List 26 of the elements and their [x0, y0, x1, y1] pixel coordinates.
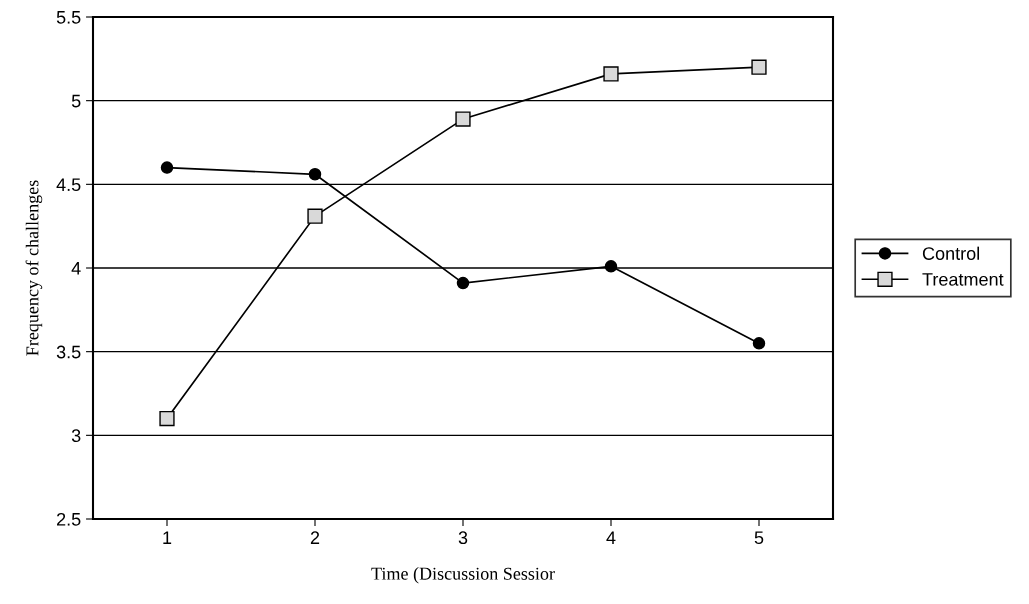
legend-label: Treatment: [922, 273, 1004, 286]
point: [308, 168, 322, 181]
y-tick-label: 2.5: [57, 512, 81, 526]
x-axis-title: Time (Discussion Sessior: [371, 567, 555, 584]
x-tick-label: 3: [458, 531, 468, 545]
y-tick-label: 4: [71, 262, 81, 275]
x-tick-label: 5: [754, 531, 764, 545]
y-axis-title: Frequency of challenges: [25, 180, 43, 356]
y-tick-label: 5.5: [56, 11, 81, 24]
point: [752, 337, 766, 350]
x-tick-label: 4: [606, 531, 616, 544]
point: [160, 161, 174, 174]
point: [456, 276, 470, 290]
point: [159, 410, 175, 427]
point: [455, 111, 471, 127]
legend-label: Control: [922, 246, 979, 260]
point: [604, 260, 618, 273]
point: [603, 66, 619, 82]
point: [307, 208, 323, 224]
y-tick-label: 5: [71, 94, 81, 108]
x-tick-label: 1: [163, 531, 172, 544]
y-tick-label: 4.5: [56, 178, 81, 192]
point: [751, 59, 767, 75]
y-tick-label: 3.5: [56, 345, 81, 359]
x-tick-label: 2: [310, 531, 320, 544]
y-tick-label: 3: [71, 429, 81, 443]
